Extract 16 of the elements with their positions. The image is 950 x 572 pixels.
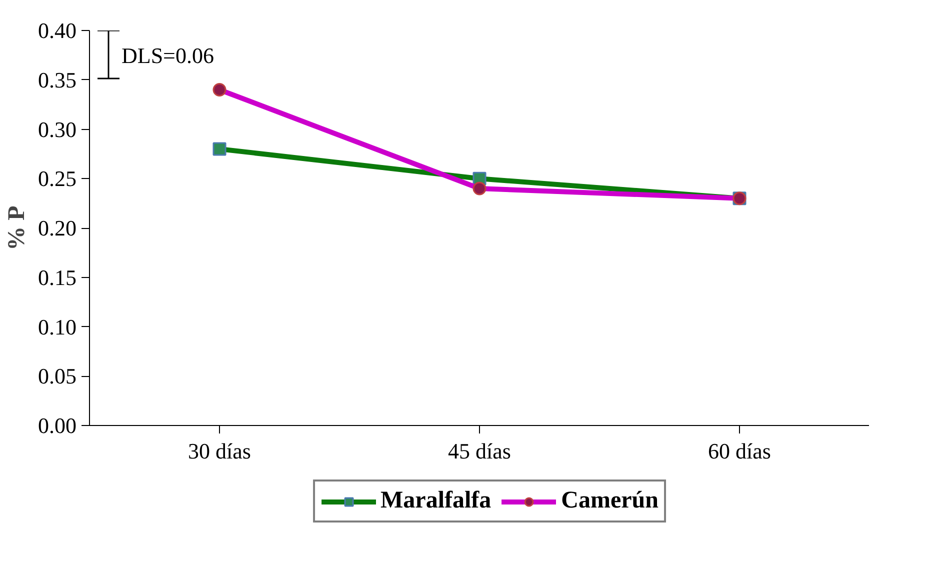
- y-tick-label: 0.10: [38, 314, 76, 340]
- y-tick-label: 0.15: [38, 264, 76, 290]
- y-tick-label: 0.30: [38, 116, 76, 142]
- y-axis-title: % P: [4, 206, 30, 250]
- y-tick-label: 0.20: [38, 216, 76, 240]
- legend-label: Maralfalfa: [380, 488, 492, 514]
- y-tick-label: 0.05: [38, 364, 76, 389]
- y-tick-label: 0.35: [38, 67, 76, 92]
- x-tick-label: 60 días: [708, 438, 771, 464]
- x-tick-label: 45 días: [448, 438, 511, 464]
- annotation: DLS=0.06: [122, 43, 214, 68]
- y-tick-label: 0.00: [38, 413, 76, 438]
- y-tick-label: 0.40: [38, 18, 76, 43]
- legend-label: Camerún: [561, 488, 658, 514]
- x-tick-label: 30 días: [188, 438, 251, 464]
- y-tick-label: 0.25: [38, 166, 76, 192]
